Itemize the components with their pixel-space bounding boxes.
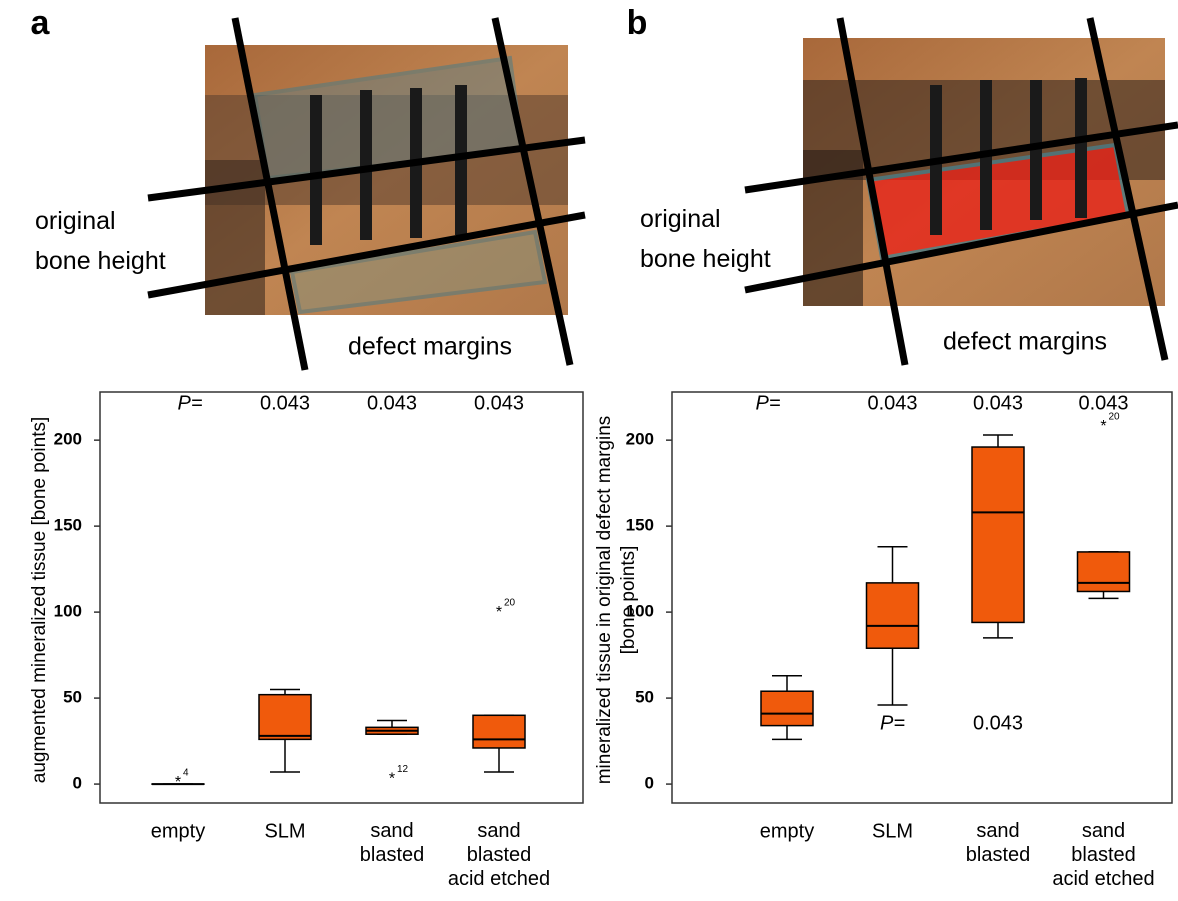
outlier: * bbox=[175, 774, 181, 791]
y-tick-label: 50 bbox=[635, 688, 654, 707]
y-tick-label: 0 bbox=[73, 774, 82, 793]
y-tick-label: 0 bbox=[645, 774, 654, 793]
y-axis-label: augmented mineralized tissue [bone point… bbox=[29, 417, 50, 784]
y-tick-label: 150 bbox=[626, 516, 654, 535]
image-label: defect margins bbox=[348, 333, 512, 361]
p-value: 0.043 bbox=[1078, 392, 1128, 414]
x-tick-label: SLM bbox=[264, 820, 305, 842]
y-tick-label: 150 bbox=[54, 516, 82, 535]
p-label: P= bbox=[177, 392, 202, 414]
p-value: 0.043 bbox=[474, 392, 524, 414]
plot-frame bbox=[671, 391, 1173, 804]
p-value: 0.043 bbox=[260, 392, 310, 414]
box bbox=[472, 714, 526, 749]
p-label: P= bbox=[755, 392, 780, 414]
y-axis-label: mineralized tissue in original defect ma… bbox=[594, 416, 639, 785]
x-tick-label: empty bbox=[151, 820, 205, 842]
y-tick-label: 200 bbox=[626, 430, 654, 449]
outlier: * bbox=[1100, 418, 1106, 435]
outlier-label: 12 bbox=[397, 764, 409, 775]
x-tick-label: sand blasted acid etched bbox=[448, 820, 550, 890]
box bbox=[258, 693, 312, 741]
p-value: 0.043 bbox=[973, 712, 1023, 734]
box bbox=[865, 582, 920, 649]
p-value: 0.043 bbox=[367, 392, 417, 414]
x-tick-label: SLM bbox=[872, 820, 913, 842]
image-label: original bone height bbox=[35, 207, 166, 275]
image-label: original bone height bbox=[640, 205, 771, 273]
outlier-label: 20 bbox=[1109, 412, 1121, 423]
histology-image-b bbox=[744, 17, 1178, 366]
image-label: defect margins bbox=[943, 328, 1107, 356]
outlier-label: 20 bbox=[504, 597, 516, 608]
plot-frame bbox=[99, 391, 584, 804]
y-tick-label: 50 bbox=[63, 688, 82, 707]
x-tick-label: sand blasted bbox=[360, 820, 425, 866]
p-value: 0.043 bbox=[867, 392, 917, 414]
panel-letter: b bbox=[627, 4, 648, 42]
panel-letter: a bbox=[31, 4, 51, 42]
outlier: * bbox=[496, 604, 502, 621]
x-tick-label: sand blasted acid etched bbox=[1052, 820, 1154, 890]
box bbox=[1076, 551, 1131, 593]
outlier-label: 4 bbox=[183, 768, 189, 779]
y-tick-label: 200 bbox=[54, 430, 82, 449]
box bbox=[760, 690, 814, 727]
y-tick-label: 100 bbox=[54, 602, 82, 621]
outlier: * bbox=[389, 771, 395, 788]
p-label: P= bbox=[880, 712, 905, 734]
y-tick-label: 100 bbox=[626, 602, 654, 621]
box bbox=[971, 446, 1025, 624]
histology-image-a bbox=[147, 17, 586, 371]
x-tick-label: empty bbox=[760, 820, 814, 842]
p-value: 0.043 bbox=[973, 392, 1023, 414]
x-tick-label: sand blasted bbox=[966, 820, 1031, 866]
